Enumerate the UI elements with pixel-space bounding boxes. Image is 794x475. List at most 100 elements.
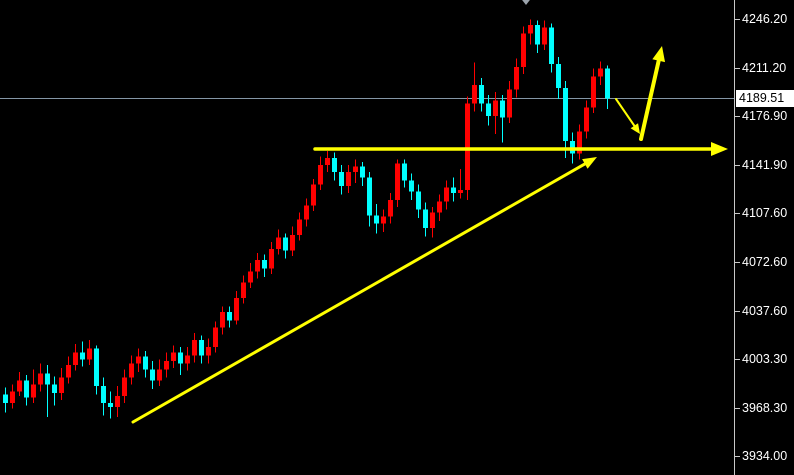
bearish-candle-body (605, 68, 610, 99)
bullish-candle-body (136, 356, 141, 364)
bearish-candle-body (500, 100, 505, 118)
resistance-line-arrow-head[interactable] (711, 142, 728, 156)
price-tick-label: 4072.60 (742, 255, 788, 270)
bearish-candle-body (178, 352, 183, 364)
bearish-candle-body (150, 369, 155, 381)
resistance-line-arrow[interactable] (313, 142, 728, 156)
bullish-candle-body (381, 216, 386, 224)
bullish-candle-body (206, 346, 211, 356)
bullish-candle-body (192, 339, 197, 356)
bullish-candle-body (59, 377, 64, 394)
bullish-candle-body (514, 66, 519, 90)
bearish-candle-body (108, 402, 113, 408)
bullish-candle-body (528, 24, 533, 34)
bearish-candle-body (563, 87, 568, 142)
price-tick-label: 4211.20 (742, 61, 787, 75)
bullish-candle-body (122, 377, 127, 396)
bullish-candle-body (129, 363, 134, 378)
price-tick-label: 4176.90 (742, 109, 788, 124)
bullish-candle-body (171, 352, 176, 361)
bearish-candle-body (479, 85, 484, 104)
bullish-candle-body (164, 360, 169, 370)
bearish-candle-body (332, 157, 337, 172)
bullish-candle-body (276, 237, 281, 249)
bullish-candle-body (38, 373, 43, 385)
current-price-label: 4189.51 (736, 90, 794, 107)
bullish-candle-body (304, 205, 309, 220)
bearish-candle-body (80, 352, 85, 360)
bullish-candle-body (325, 157, 330, 165)
bullish-candle-body (311, 184, 316, 206)
bullish-candle-body (395, 163, 400, 200)
bullish-candle-body (213, 327, 218, 347)
bearish-candle-body (374, 215, 379, 224)
bullish-candle-body (542, 27, 547, 45)
price-tick-label: 3968.30 (742, 401, 788, 416)
bullish-candle-body (248, 271, 253, 283)
projection-up-arrow-shaft[interactable] (639, 58, 661, 141)
bullish-candle-body (521, 33, 526, 67)
bearish-candle-body (339, 171, 344, 186)
bearish-candle-body (94, 348, 99, 387)
bullish-candle-body (255, 260, 260, 272)
bearish-candle-body (52, 384, 57, 394)
bullish-candle-body (591, 76, 596, 108)
bullish-candle-body (73, 352, 78, 366)
bullish-candle-body (241, 282, 246, 298)
price-tick-label: 4003.30 (742, 352, 788, 367)
bullish-candle-body (234, 297, 239, 321)
bearish-candle-body (199, 339, 204, 356)
bearish-candle-body (416, 191, 421, 210)
bearish-candle-body (556, 64, 561, 88)
ascending-trendline-arrow[interactable] (131, 157, 597, 424)
projection-up-arrow-head[interactable] (652, 46, 666, 63)
bullish-candle-body (493, 100, 498, 116)
pullback-arrow[interactable] (615, 98, 640, 134)
bullish-candle-body (465, 103, 470, 191)
price-tick-label: 4246.20 (742, 12, 788, 26)
bullish-candle-body (577, 131, 582, 154)
bearish-candle-body (283, 237, 288, 251)
bearish-candle-body (367, 177, 372, 216)
bullish-candle-body (472, 85, 477, 104)
bullish-candle-body (458, 190, 463, 193)
bullish-candle-body (584, 107, 589, 132)
fractal-marker-icon (522, 0, 530, 5)
bullish-candle-body (220, 311, 225, 328)
bullish-candle-body (290, 234, 295, 251)
bearish-candle-body (423, 209, 428, 228)
bearish-candle-body (227, 311, 232, 321)
bullish-candle-body (185, 355, 190, 364)
bullish-candle-body (353, 166, 358, 172)
pullback-arrow-shaft[interactable] (615, 98, 636, 127)
bullish-candle-body (17, 380, 22, 392)
price-tick-label: 4141.90 (742, 158, 788, 173)
bullish-candle-body (10, 391, 15, 403)
bullish-candle-body (157, 369, 162, 381)
bullish-candle-body (115, 395, 120, 408)
bearish-candle-body (409, 180, 414, 192)
ascending-trendline-arrow-shaft[interactable] (131, 162, 587, 424)
bearish-candle-body (3, 394, 8, 403)
bearish-candle-body (143, 356, 148, 370)
bearish-candle-body (262, 260, 267, 269)
bullish-candle-body (297, 219, 302, 235)
price-tick-label: 3934.00 (742, 449, 788, 464)
bullish-candle-body (437, 201, 442, 213)
bullish-candle-body (87, 348, 92, 360)
bullish-candle-body (346, 171, 351, 186)
bearish-candle-body (360, 166, 365, 178)
bearish-candle-body (101, 386, 106, 403)
bullish-candle-body (31, 384, 36, 398)
projection-up-arrow[interactable] (639, 46, 666, 141)
price-tick-label: 4037.60 (742, 304, 788, 319)
ascending-trendline-arrow-head[interactable] (582, 157, 597, 169)
pullback-arrow-head[interactable] (630, 123, 640, 134)
bearish-candle-body (45, 373, 50, 385)
candles (3, 19, 610, 419)
bullish-candle-body (269, 248, 274, 269)
bearish-candle-body (402, 163, 407, 181)
bearish-candle-body (24, 380, 29, 398)
